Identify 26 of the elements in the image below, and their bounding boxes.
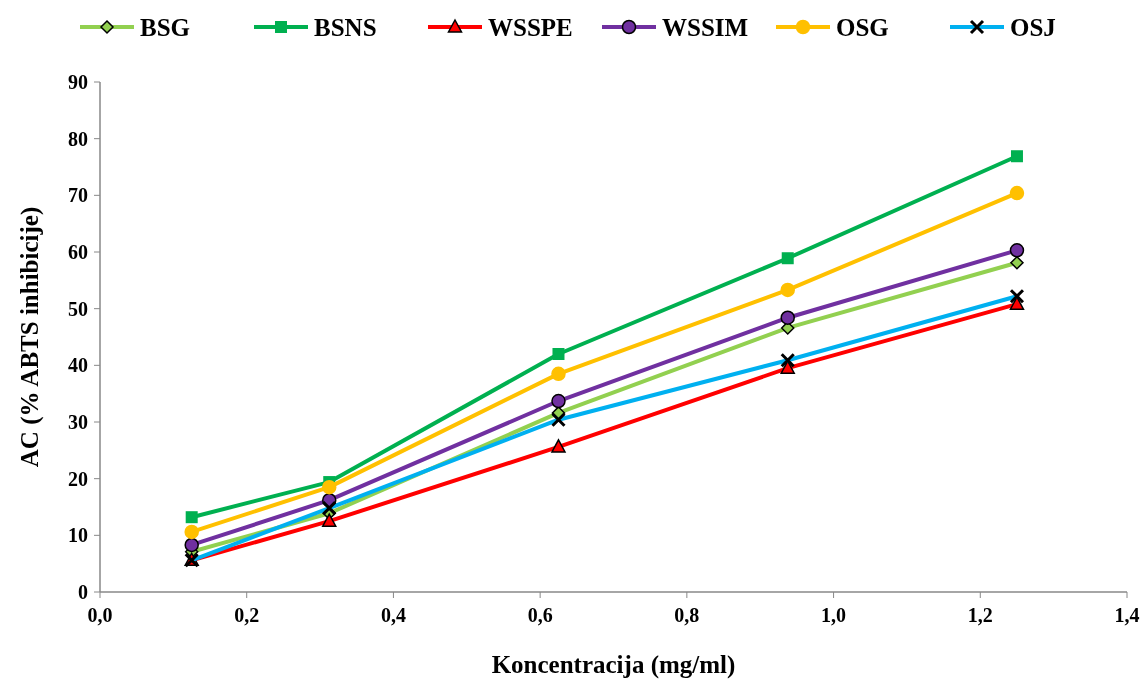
- legend-label: OSG: [836, 13, 889, 41]
- x-axis-title: Koncentracija (mg/ml): [491, 651, 736, 679]
- y-tick-label: 20: [68, 467, 88, 490]
- legend-label: WSSIM: [662, 13, 749, 41]
- x-tick-label: 1,2: [967, 604, 993, 626]
- y-tick-label: 40: [68, 354, 88, 377]
- y-tick-label: 50: [68, 297, 88, 320]
- legend-label: BSG: [140, 13, 191, 41]
- x-tick-label: 1,0: [821, 604, 847, 626]
- y-tick-label: 80: [68, 127, 88, 150]
- y-tick-label: 70: [68, 184, 88, 207]
- y-tick-label: 90: [68, 71, 88, 93]
- y-tick-label: 60: [68, 241, 88, 263]
- x-tick-label: 0,4: [380, 604, 406, 626]
- x-tick-label: 0,8: [674, 604, 700, 626]
- y-tick-label: 10: [68, 524, 88, 547]
- x-tick-label: 0,2: [234, 604, 260, 626]
- x-tick-label: 0,0: [87, 604, 113, 626]
- y-axis-title: AC (% ABTS inhibicije): [16, 206, 44, 468]
- legend-label: WSSPE: [488, 13, 573, 41]
- legend-label: BSNS: [314, 13, 377, 41]
- x-tick-label: 0,6: [527, 604, 553, 626]
- x-tick-label: 1,4: [1114, 604, 1140, 626]
- y-tick-label: 30: [68, 411, 88, 433]
- legend-label: OSJ: [1010, 13, 1056, 41]
- y-tick-label: 0: [78, 581, 88, 603]
